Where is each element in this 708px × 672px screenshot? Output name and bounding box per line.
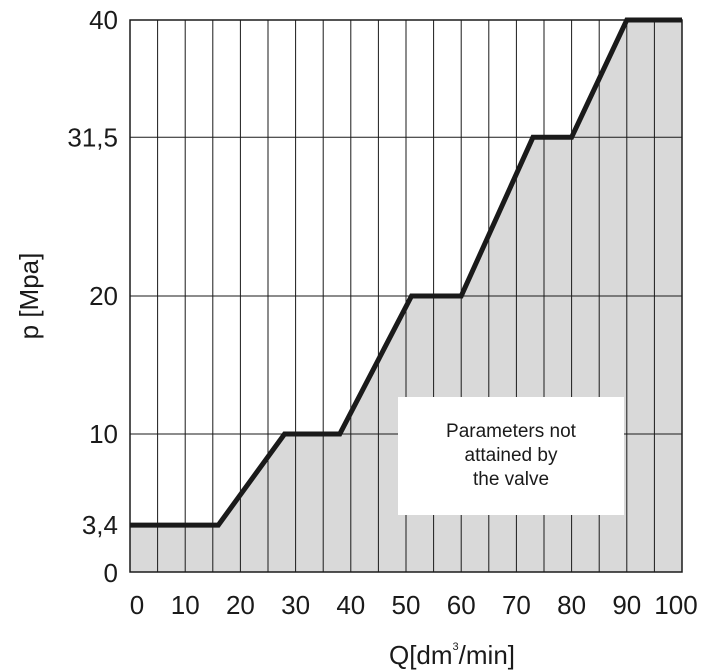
x-tick-label: 100: [654, 590, 697, 620]
y-tick-label: 31,5: [67, 122, 118, 152]
x-axis-title-tail: /min]: [459, 640, 515, 670]
x-tick-label: 10: [171, 590, 200, 620]
x-axis-title: Q[dm3/min]: [389, 640, 515, 670]
annotation-box: [398, 397, 624, 515]
x-tick-label: 80: [557, 590, 586, 620]
y-tick-label: 3,4: [82, 510, 118, 540]
plot-frame: [129, 19, 683, 573]
x-axis-title-main: Q[dm: [389, 640, 453, 670]
x-tick-labels: 0 10 20 30 40 50 60 70 80 90 100: [130, 590, 698, 620]
series-line: [130, 17, 682, 528]
x-tick-label: 90: [612, 590, 641, 620]
y-tick-label: 40: [89, 5, 118, 35]
annotation-line: attained by: [465, 445, 558, 466]
x-tick-label: 30: [281, 590, 310, 620]
y-tick-label: 20: [89, 281, 118, 311]
annotation-text: Parameters not attained by the valve: [446, 421, 577, 490]
y-tick-labels: 0 3,4 10 20 31,5 40: [67, 5, 118, 588]
annotation-line: Parameters not: [446, 421, 577, 442]
x-axis-title-sup: 3: [453, 641, 459, 653]
x-tick-label: 60: [447, 590, 476, 620]
x-tick-label: 40: [336, 590, 365, 620]
y-axis-title: p [Mpa]: [14, 253, 44, 340]
x-tick-label: 0: [130, 590, 144, 620]
y-tick-label: 0: [104, 558, 118, 588]
annotation-line: the valve: [473, 469, 549, 490]
x-tick-label: 50: [392, 590, 421, 620]
x-tick-label: 20: [226, 590, 255, 620]
x-tick-label: 70: [502, 590, 531, 620]
y-tick-label: 10: [89, 419, 118, 449]
